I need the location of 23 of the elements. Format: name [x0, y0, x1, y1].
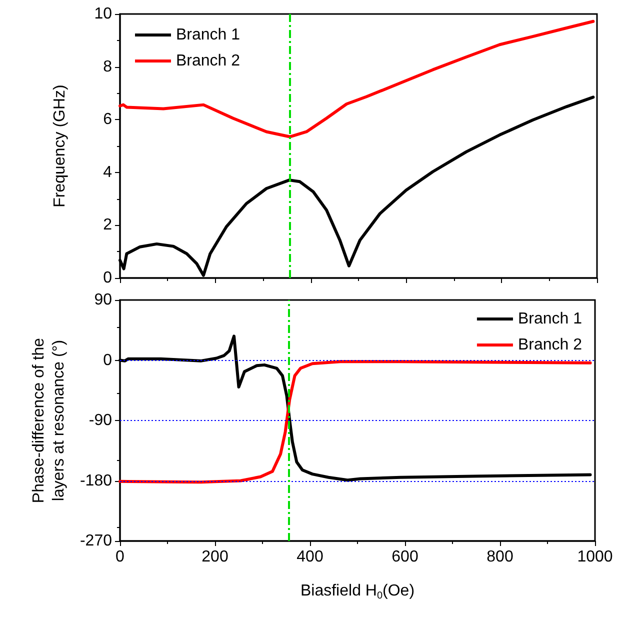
y-tick-label: 10	[94, 6, 112, 22]
y-tick-label: 0	[103, 270, 112, 286]
y-tick-label: 2	[103, 216, 112, 234]
x-tick-label: 0	[116, 548, 125, 566]
x-tick-label: 400	[296, 548, 324, 566]
y-axis-title: Frequency (GHz)	[52, 84, 68, 208]
y-tick-label: 90	[94, 292, 112, 308]
y-tick-label: 8	[103, 58, 112, 76]
y-tick-label: 0	[103, 352, 112, 369]
y-tick-label: 4	[103, 164, 112, 181]
y-tick-label: -90	[88, 412, 112, 429]
legend-label: Branch 2	[176, 52, 240, 70]
x-tick-label: 200	[202, 548, 228, 566]
legend-label: Branch 2	[518, 336, 582, 354]
x-tick-label: 1000	[577, 548, 613, 566]
legend-label: Branch 1	[518, 310, 582, 328]
y-tick-label: -270	[80, 532, 112, 550]
y-axis-title: Phase-difference of the layers at resonance (°)	[30, 338, 68, 504]
y-tick-label: 6	[103, 111, 112, 128]
legend-label: Branch 1	[176, 26, 240, 44]
x-tick-label: 800	[486, 548, 514, 566]
y-tick-label: -180	[80, 472, 112, 490]
x-tick-label: 600	[392, 548, 418, 566]
